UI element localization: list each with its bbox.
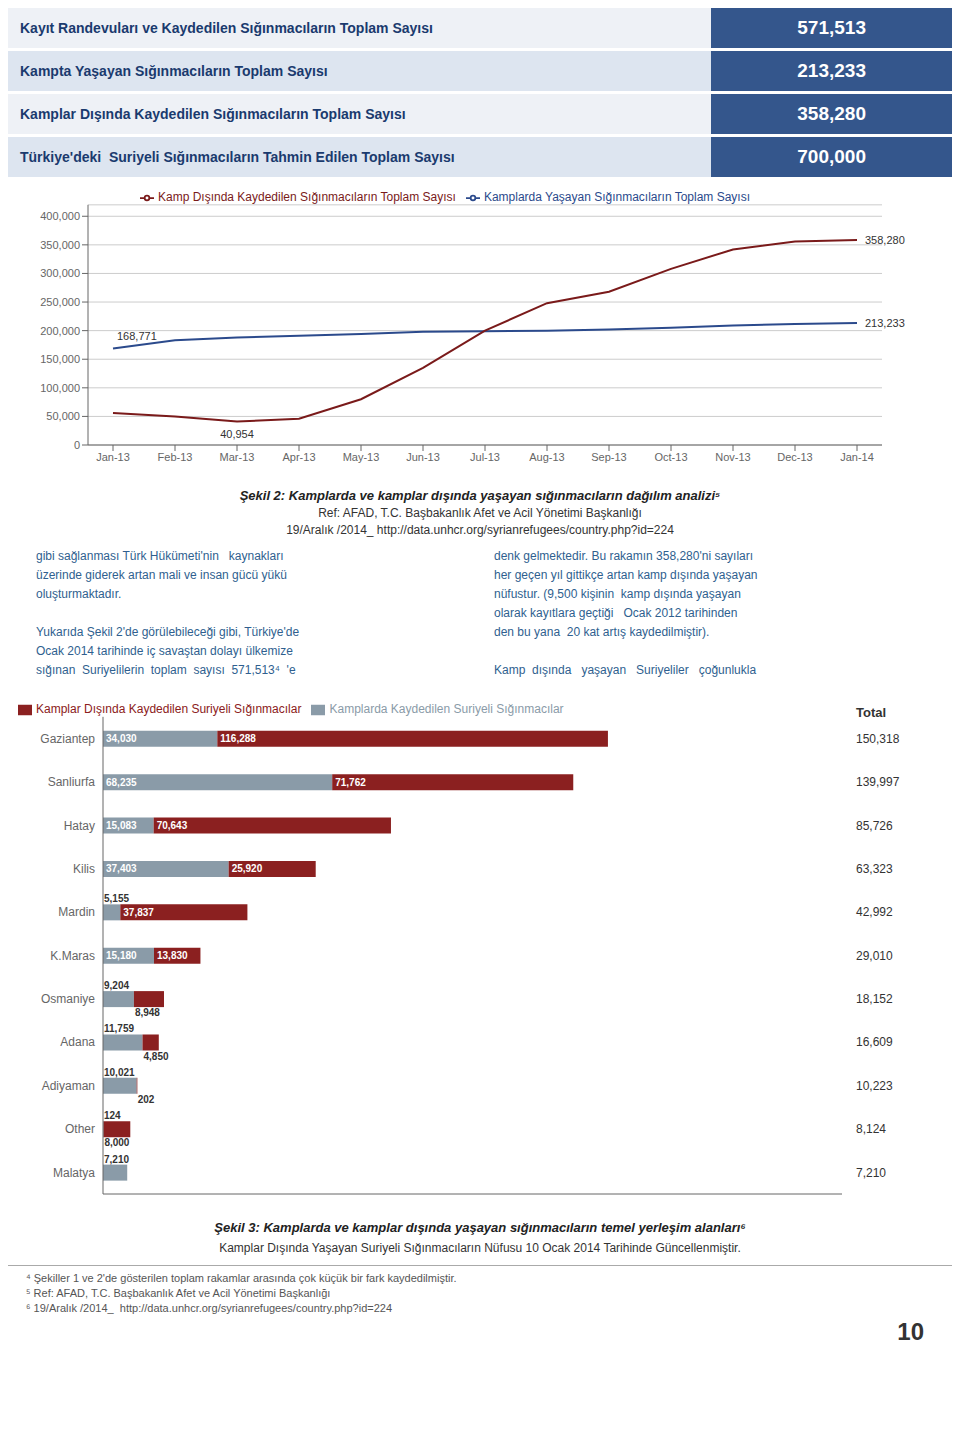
svg-text:Hatay: Hatay — [64, 819, 95, 833]
svg-text:Other: Other — [65, 1122, 95, 1136]
html-text:Kampta Yaşayan Sığınmacıların: Kampta Yaşayan Sığınmacıların Toplam Say… — [20, 63, 328, 79]
html-text:⁶ 19/Aralık /2014_ http://data: ⁶ 19/Aralık /2014_ http://data.unhcr.org… — [26, 1302, 392, 1314]
svg-text:Dec-13: Dec-13 — [777, 451, 812, 463]
html-text:Şekil 3: Kamplarda ve kamplar: Şekil 3: Kamplarda ve kamplar dışında ya… — [214, 1220, 746, 1235]
svg-text:300,000: 300,000 — [40, 267, 80, 279]
svg-text:116,288: 116,288 — [220, 733, 256, 744]
svg-text:Jan-14: Jan-14 — [840, 451, 874, 463]
svg-text:May-13: May-13 — [343, 451, 380, 463]
svg-text:5,155: 5,155 — [104, 893, 129, 904]
svg-text:13,830: 13,830 — [157, 950, 188, 961]
svg-text:18,152: 18,152 — [856, 992, 893, 1006]
svg-text:400,000: 400,000 — [40, 210, 80, 222]
svg-text:250,000: 250,000 — [40, 296, 80, 308]
svg-text:8,948: 8,948 — [135, 1007, 160, 1018]
html-text:Kayıt Randevuları ve Kaydedile: Kayıt Randevuları ve Kaydedilen Sığınmac… — [20, 20, 433, 36]
html-text:Ref: AFAD, T.C. Başbakanlık Af: Ref: AFAD, T.C. Başbakanlık Afet ve Acil… — [318, 506, 642, 520]
svg-text:139,997: 139,997 — [856, 775, 900, 789]
html-text:700,000: 700,000 — [797, 146, 866, 167]
svg-text:350,000: 350,000 — [40, 239, 80, 251]
html-text:19/Aralık /2014_ http://data.u: 19/Aralık /2014_ http://data.unhcr.org/s… — [286, 523, 674, 537]
svg-text:40,954: 40,954 — [220, 428, 254, 440]
svg-text:15,083: 15,083 — [106, 820, 137, 831]
svg-text:15,180: 15,180 — [106, 950, 137, 961]
svg-text:8,124: 8,124 — [856, 1122, 886, 1136]
svg-text:168,771: 168,771 — [117, 330, 157, 342]
svg-text:29,010: 29,010 — [856, 949, 893, 963]
svg-text:Oct-13: Oct-13 — [654, 451, 687, 463]
svg-text:200,000: 200,000 — [40, 325, 80, 337]
svg-text:16,609: 16,609 — [856, 1035, 893, 1049]
html-text:Kamplar Dışında Kaydedilen Sığ: Kamplar Dışında Kaydedilen Sığınmacıları… — [20, 106, 406, 122]
svg-text:150,318: 150,318 — [856, 732, 900, 746]
html-text:Kamp Dışında Kaydedilen Sığınm: Kamp Dışında Kaydedilen Sığınmacıların T… — [158, 190, 456, 204]
svg-text:50,000: 50,000 — [46, 410, 80, 422]
svg-text:100,000: 100,000 — [40, 382, 80, 394]
html-text:358,280: 358,280 — [797, 103, 866, 124]
svg-text:202: 202 — [138, 1094, 155, 1105]
svg-text:68,235: 68,235 — [106, 777, 137, 788]
html-text:⁵ Ref: AFAD, T.C. Başbakanlık: ⁵ Ref: AFAD, T.C. Başbakanlık Afet ve Ac… — [26, 1287, 331, 1299]
html-text:gibi sağlanması Türk Hükümeti': gibi sağlanması Türk Hükümeti'nin kaynak… — [36, 549, 300, 677]
svg-text:Jul-13: Jul-13 — [470, 451, 500, 463]
svg-text:Feb-13: Feb-13 — [158, 451, 193, 463]
svg-text:Osmaniye: Osmaniye — [41, 992, 95, 1006]
svg-text:Kilis: Kilis — [73, 862, 95, 876]
svg-text:25,920: 25,920 — [232, 863, 263, 874]
svg-text:63,323: 63,323 — [856, 862, 893, 876]
svg-text:Jan-13: Jan-13 — [96, 451, 130, 463]
svg-text:70,643: 70,643 — [157, 820, 188, 831]
html-text:Kamplar Dışında Kaydedilen Sur: Kamplar Dışında Kaydedilen Suriyeli Sığı… — [36, 702, 302, 716]
svg-text:Adiyaman: Adiyaman — [42, 1079, 95, 1093]
svg-text:Total: Total — [856, 705, 886, 720]
svg-text:34,030: 34,030 — [106, 733, 137, 744]
svg-text:11,759: 11,759 — [104, 1023, 134, 1034]
html-text:⁴ Şekiller 1 ve 2'de gösterile: ⁴ Şekiller 1 ve 2'de gösterilen toplam r… — [26, 1272, 457, 1284]
svg-text:42,992: 42,992 — [856, 905, 893, 919]
svg-text:0: 0 — [74, 439, 80, 451]
svg-text:85,726: 85,726 — [856, 819, 893, 833]
svg-text:Apr-13: Apr-13 — [282, 451, 315, 463]
svg-text:Mardin: Mardin — [58, 905, 95, 919]
svg-text:Aug-13: Aug-13 — [529, 451, 564, 463]
html-text:213,233: 213,233 — [797, 60, 866, 81]
html-text:Şekil 2: Kamplarda ve kamplar: Şekil 2: Kamplarda ve kamplar dışında ya… — [239, 488, 721, 503]
svg-text:124: 124 — [104, 1110, 121, 1121]
html-text:Türkiye'deki Suriyeli Sığınmac: Türkiye'deki Suriyeli Sığınmacıların Tah… — [20, 149, 455, 165]
svg-text:9,204: 9,204 — [104, 980, 129, 991]
svg-text:8,000: 8,000 — [104, 1137, 129, 1148]
svg-text:4,850: 4,850 — [143, 1051, 168, 1062]
html-text:Kamplarda Kaydedilen Suriyeli: Kamplarda Kaydedilen Suriyeli Sığınmacıl… — [329, 702, 564, 716]
html-text:10: 10 — [897, 1318, 924, 1345]
html-text:Kamplar Dışında Yaşayan Suriye: Kamplar Dışında Yaşayan Suriyeli Sığınma… — [219, 1241, 741, 1255]
svg-text:10,021: 10,021 — [104, 1067, 135, 1078]
svg-text:K.Maras: K.Maras — [50, 949, 95, 963]
svg-text:37,837: 37,837 — [123, 907, 154, 918]
svg-text:Jun-13: Jun-13 — [406, 451, 440, 463]
svg-text:Sep-13: Sep-13 — [591, 451, 626, 463]
html-text:Kamplarda Yaşayan Sığınmacılar: Kamplarda Yaşayan Sığınmacıların Toplam … — [483, 190, 750, 204]
svg-text:Nov-13: Nov-13 — [715, 451, 750, 463]
svg-text:7,210: 7,210 — [856, 1166, 886, 1180]
svg-text:Malatya: Malatya — [53, 1166, 95, 1180]
html-text:denk gelmektedir. Bu rakamın 3: denk gelmektedir. Bu rakamın 358,280'ni … — [494, 549, 758, 677]
svg-text:7,210: 7,210 — [104, 1154, 129, 1165]
svg-text:358,280: 358,280 — [865, 234, 905, 246]
svg-text:150,000: 150,000 — [40, 353, 80, 365]
svg-text:37,403: 37,403 — [106, 863, 137, 874]
svg-text:Mar-13: Mar-13 — [220, 451, 255, 463]
svg-text:Adana: Adana — [60, 1035, 95, 1049]
svg-text:71,762: 71,762 — [335, 777, 366, 788]
html-text:571,513: 571,513 — [797, 17, 866, 38]
svg-text:10,223: 10,223 — [856, 1079, 893, 1093]
svg-text:Sanliurfa: Sanliurfa — [48, 775, 96, 789]
svg-text:213,233: 213,233 — [865, 317, 905, 329]
svg-text:Gaziantep: Gaziantep — [40, 732, 95, 746]
